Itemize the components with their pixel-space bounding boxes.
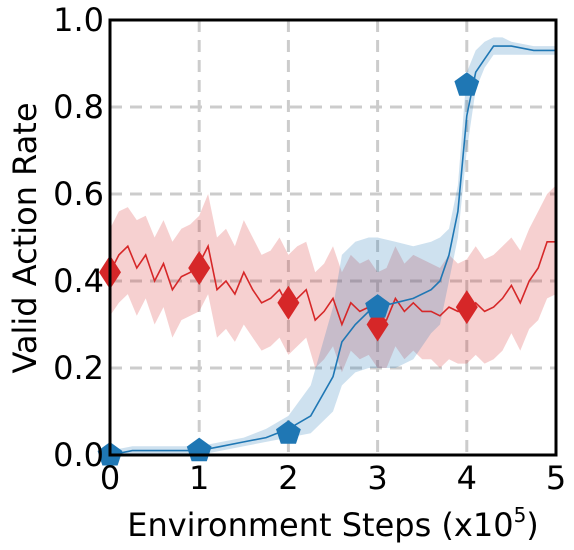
x-tick-label: 4 (457, 459, 477, 497)
series-line (109, 241, 556, 327)
y-tick-label: 0.4 (53, 262, 104, 300)
pentagon-marker (454, 72, 480, 96)
x-tick-label: 3 (367, 459, 387, 497)
y-axis-label: Valid Action Rate (6, 102, 44, 373)
diamond-marker (455, 290, 478, 325)
x-tick-label: 0 (100, 459, 120, 497)
y-tick-labels: 0.0 0.2 0.4 0.6 0.8 1.0 (53, 1, 104, 474)
series-band (110, 37, 556, 456)
grid (110, 20, 556, 455)
pentagon-marker (186, 437, 212, 462)
pentagon-marker (365, 294, 390, 318)
series-markers (97, 72, 480, 466)
diamond-marker (188, 250, 211, 285)
diamond-marker (277, 285, 300, 320)
confidence-bands (110, 37, 556, 456)
x-tick-labels: 0 1 2 3 4 5 (100, 459, 566, 497)
pentagon-marker (276, 420, 301, 444)
y-tick-label: 1.0 (53, 1, 104, 39)
y-tick-label: 0.2 (53, 349, 104, 387)
plot-frame (108, 18, 558, 457)
x-tick-label: 2 (278, 459, 298, 497)
y-tick-label: 0.6 (53, 175, 104, 213)
x-tick-label: 1 (189, 459, 209, 497)
x-axis-label: Environment Steps (x105) (127, 503, 539, 544)
series-band (110, 185, 556, 373)
x-tick-label: 5 (546, 459, 566, 497)
y-tick-label: 0.0 (53, 436, 104, 474)
y-tick-label: 0.8 (53, 88, 104, 126)
